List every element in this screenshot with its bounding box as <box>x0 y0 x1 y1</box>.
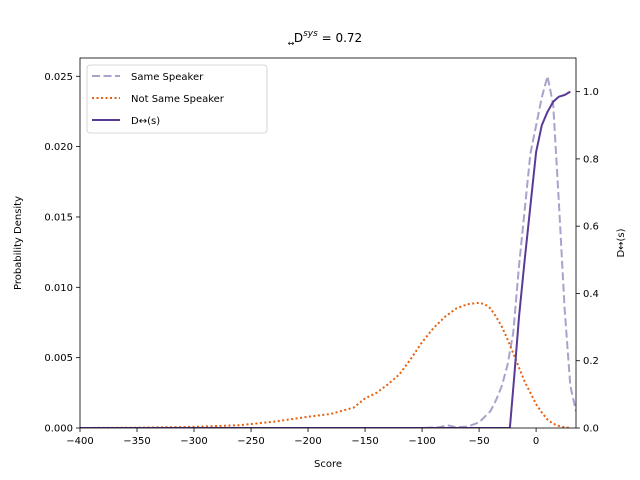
chart-title-superscript: sys <box>303 29 318 39</box>
legend-label-same-speaker: Same Speaker <box>131 72 204 83</box>
y2-tick-label: 0.2 <box>583 356 599 367</box>
plot-area-frame <box>79 57 577 429</box>
x-tick-label: −300 <box>180 436 207 447</box>
legend-box <box>86 64 268 134</box>
x-axis: −400 −350 −300 −250 −200 −150 −100 −50 0 <box>66 428 539 447</box>
y-axis-left: 0.000 0.005 0.010 0.015 0.020 0.025 <box>44 72 80 435</box>
y2-tick-label: 0.8 <box>583 154 599 165</box>
y2-tick-label: 0.4 <box>583 289 599 300</box>
legend-label-d-function: D↔(s) <box>131 116 160 127</box>
y-axis-right: 0.0 0.2 0.4 0.6 0.8 1.0 <box>576 87 599 435</box>
chart-title-rest: = 0.72 <box>318 31 362 45</box>
x-tick-label: −200 <box>294 436 321 447</box>
x-tick-label: −50 <box>469 436 490 447</box>
y-tick-label: 0.020 <box>44 142 73 153</box>
chart-title: Dsys = 0.72 <box>294 29 362 45</box>
x-tick-label: 0 <box>533 436 539 447</box>
y2-axis-title: D↔(s) <box>616 228 627 257</box>
series-line-d-function <box>80 90 571 428</box>
y2-tick-label: 0.0 <box>583 424 599 435</box>
x-tick-label: −400 <box>66 436 93 447</box>
x-tick-label: −150 <box>351 436 378 447</box>
y2-tick-label: 1.0 <box>583 87 599 98</box>
x-axis-title: Score <box>314 459 342 470</box>
chart-title-subscript: ↔ <box>288 39 295 48</box>
x-tick-label: −100 <box>408 436 435 447</box>
y-tick-label: 0.015 <box>44 212 73 223</box>
chart-title-main: D <box>294 31 303 45</box>
series-line-same-speaker <box>80 75 576 428</box>
x-tick-label: −250 <box>237 436 264 447</box>
series-line-not-same-speaker <box>80 301 571 428</box>
legend-label-not-same-speaker: Not Same Speaker <box>131 94 225 105</box>
series-layer <box>80 75 576 428</box>
y-axis-title: Probability Density <box>13 196 24 290</box>
legend: Same Speaker Not Same Speaker D↔(s) <box>86 64 268 134</box>
y-tick-label: 0.025 <box>44 72 73 83</box>
x-tick-label: −350 <box>123 436 150 447</box>
y2-tick-label: 0.6 <box>583 222 599 233</box>
y-tick-label: 0.010 <box>44 283 73 294</box>
y-tick-label: 0.000 <box>44 424 73 435</box>
y-tick-label: 0.005 <box>44 353 73 364</box>
